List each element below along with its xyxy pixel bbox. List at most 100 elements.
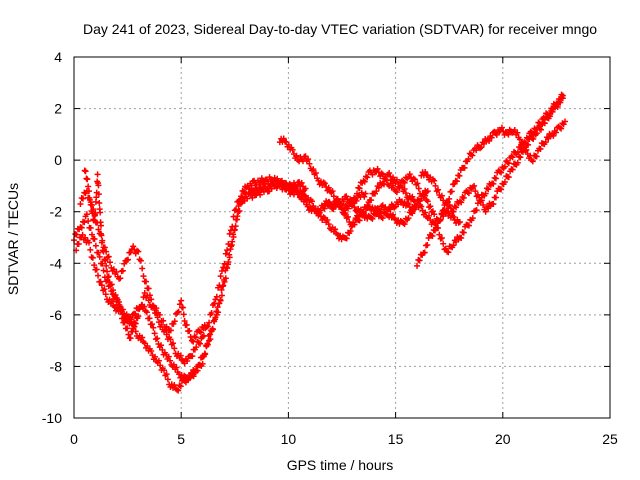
data-point-marker [542, 139, 549, 146]
data-point-marker [98, 239, 105, 246]
data-point-marker [525, 141, 532, 148]
chart-title: Day 241 of 2023, Sidereal Day-to-day VTE… [83, 21, 597, 37]
data-point-marker [517, 154, 524, 161]
data-point-marker [146, 315, 153, 322]
data-point-marker [86, 188, 93, 195]
data-point-marker [135, 248, 142, 255]
data-point-marker [445, 249, 452, 256]
data-point-marker [498, 186, 505, 193]
data-point-marker [95, 226, 102, 233]
data-point-marker [127, 335, 134, 342]
data-point-marker [558, 125, 565, 132]
data-point-marker [229, 223, 236, 230]
data-point-marker [244, 195, 251, 202]
data-point-marker [129, 328, 136, 335]
data-point-marker [150, 324, 157, 331]
data-point-marker [431, 177, 438, 184]
data-point-marker [373, 210, 380, 217]
data-point-marker [546, 113, 553, 120]
data-point-marker [438, 192, 445, 199]
data-point-marker [190, 338, 197, 345]
data-point-marker [406, 171, 413, 178]
data-point-marker [325, 184, 332, 191]
data-point-marker [308, 198, 315, 205]
data-point-marker [382, 173, 389, 180]
data-point-marker [109, 298, 116, 305]
data-point-marker [310, 166, 317, 173]
data-point-marker [218, 292, 225, 299]
data-point-marker [523, 146, 530, 153]
y-tick-label: -4 [50, 255, 63, 271]
data-point-marker [163, 323, 170, 330]
data-point-marker [193, 344, 200, 351]
data-point-marker [236, 196, 243, 203]
data-point-marker [208, 310, 215, 317]
data-point-marker [175, 387, 182, 394]
data-point-marker [188, 372, 195, 379]
data-point-marker [119, 315, 126, 322]
data-point-marker [117, 275, 124, 282]
data-point-marker [201, 322, 208, 329]
data-point-marker [227, 227, 234, 234]
data-point-marker [409, 193, 416, 200]
data-point-marker [230, 213, 237, 220]
x-axis-label: GPS time / hours [287, 457, 394, 473]
data-point-marker [329, 205, 336, 212]
data-point-marker [492, 194, 499, 201]
data-point-marker [167, 336, 174, 343]
data-point-marker [422, 209, 429, 216]
data-point-marker [238, 193, 245, 200]
data-point-marker [177, 352, 184, 359]
data-point-marker [125, 331, 132, 338]
data-point-marker [321, 180, 328, 187]
data-point-marker [165, 353, 172, 360]
series-track-g [414, 118, 568, 269]
data-point-marker [436, 231, 443, 238]
x-tick-label: 20 [495, 431, 511, 447]
data-point-marker [353, 197, 360, 204]
data-point-marker [200, 353, 207, 360]
data-point-marker [139, 302, 146, 309]
data-point-marker [485, 186, 492, 193]
data-point-marker [295, 190, 302, 197]
data-point-marker [82, 168, 89, 175]
data-point-marker [418, 195, 425, 202]
data-point-marker [204, 323, 211, 330]
data-point-marker [424, 198, 431, 205]
data-point-marker [167, 327, 174, 334]
data-point-marker [505, 160, 512, 167]
data-point-marker [302, 196, 309, 203]
data-point-marker [175, 308, 182, 315]
data-point-marker [302, 185, 309, 192]
data-point-marker [490, 180, 497, 187]
data-point-marker [505, 131, 512, 138]
data-point-marker [431, 211, 438, 218]
data-point-marker [212, 316, 219, 323]
data-point-marker [324, 216, 331, 223]
data-point-marker [112, 292, 119, 299]
data-point-marker [298, 179, 305, 186]
data-point-marker [448, 188, 455, 195]
data-point-marker [81, 167, 88, 174]
data-point-marker [221, 260, 228, 267]
data-point-marker [414, 180, 421, 187]
data-point-marker [200, 332, 207, 339]
data-point-marker [541, 120, 548, 127]
data-point-marker [354, 190, 361, 197]
data-point-marker [559, 95, 566, 102]
data-point-marker [305, 156, 312, 163]
data-point-marker [280, 135, 287, 142]
data-point-marker [121, 260, 128, 267]
data-point-marker [183, 321, 190, 328]
data-point-marker [94, 171, 101, 178]
data-point-marker [465, 190, 472, 197]
data-point-marker [356, 217, 363, 224]
data-point-marker [440, 240, 447, 247]
data-point-marker [345, 205, 352, 212]
data-point-marker [530, 135, 537, 142]
data-point-marker [351, 221, 358, 228]
data-point-marker [116, 302, 123, 309]
data-point-marker [216, 282, 223, 289]
data-point-marker [545, 135, 552, 142]
data-point-marker [218, 268, 225, 275]
